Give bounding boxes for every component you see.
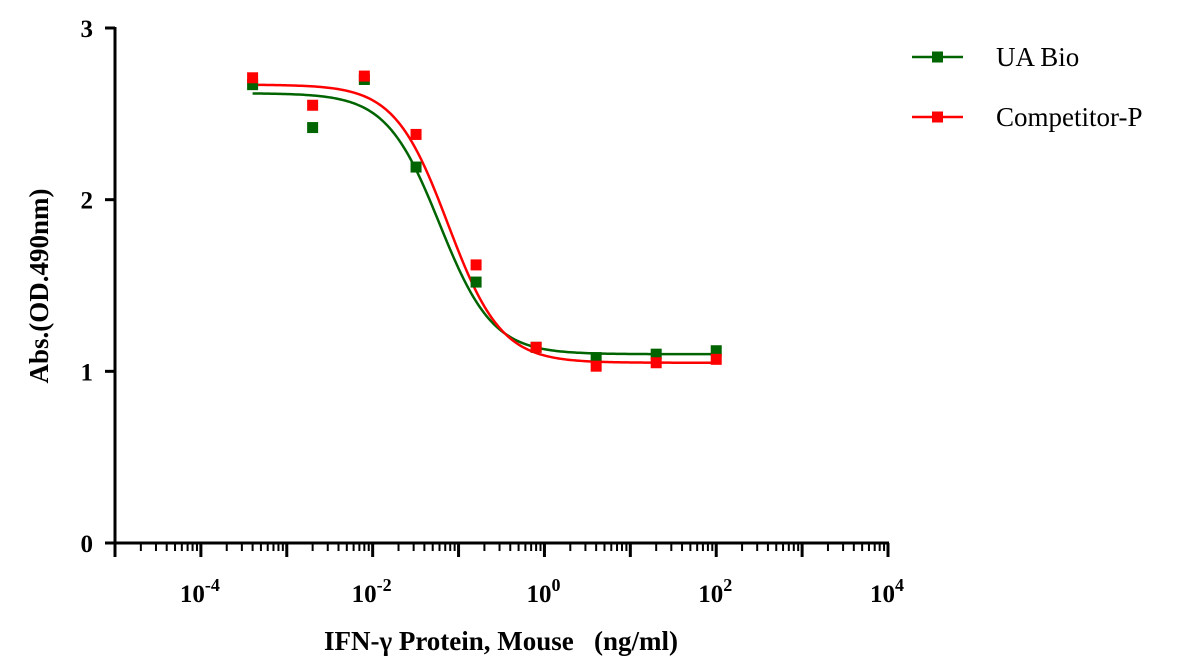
y-tick-label: 1 xyxy=(81,359,94,386)
fit-curve xyxy=(252,83,717,364)
legend-marker xyxy=(932,51,943,63)
data-point xyxy=(710,353,722,365)
y-tick-label: 2 xyxy=(81,188,94,215)
x-tick-label: 104 xyxy=(870,575,904,608)
data-point xyxy=(470,276,482,288)
data-point xyxy=(358,70,370,82)
y-tick-label: 3 xyxy=(81,16,94,43)
data-point xyxy=(247,79,259,91)
x-axis-title: IFN-γ Protein, Mouse (ng/ml) xyxy=(324,626,678,656)
x-tick-label: 100 xyxy=(526,575,560,608)
x-tick-label: 10-4 xyxy=(180,575,220,608)
data-point xyxy=(590,360,602,372)
data-points xyxy=(247,70,722,372)
y-tick-label: 0 xyxy=(81,531,94,558)
x-tick-label: 102 xyxy=(698,575,732,608)
data-point xyxy=(410,128,422,140)
legend: UA Bio Competitor-P xyxy=(912,42,1142,132)
data-point xyxy=(410,161,422,173)
data-point xyxy=(710,345,722,357)
data-point xyxy=(650,357,662,369)
x-tick-label: 10-2 xyxy=(352,575,392,608)
legend-label: Competitor-P xyxy=(996,102,1142,132)
data-point xyxy=(650,348,662,360)
legend-marker xyxy=(932,111,943,123)
y-axis-title: Abs.(OD.490nm) xyxy=(24,188,54,383)
axes: 0 1 2 3 10-4 10-2 100 102 104 xyxy=(81,16,905,608)
data-point xyxy=(307,99,319,111)
data-point xyxy=(247,72,259,84)
fit-curves xyxy=(252,83,717,364)
data-point xyxy=(470,259,482,271)
legend-label: UA Bio xyxy=(996,42,1079,72)
data-point xyxy=(590,352,602,364)
data-point xyxy=(530,341,542,353)
fit-curve xyxy=(252,92,717,356)
data-point xyxy=(307,122,319,134)
